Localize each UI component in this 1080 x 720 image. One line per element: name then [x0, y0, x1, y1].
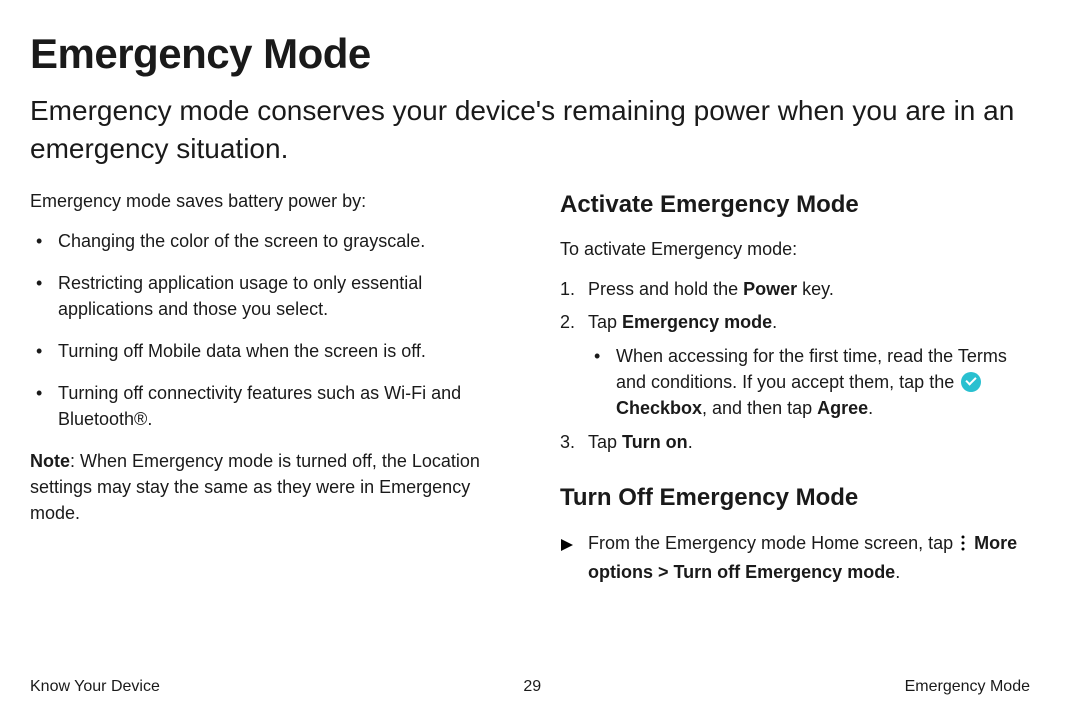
- step-text: .: [688, 432, 693, 452]
- page-footer: Know Your Device 29 Emergency Mode: [30, 678, 1030, 696]
- intro-text: Emergency mode conserves your device's r…: [30, 92, 1030, 168]
- sub-bold: Agree: [817, 398, 868, 418]
- step-2: Tap Emergency mode. When accessing for t…: [560, 309, 1030, 421]
- step-bold: Emergency mode: [622, 312, 772, 332]
- step-text: Press and hold the: [588, 279, 743, 299]
- activate-steps: Press and hold the Power key. Tap Emerge…: [560, 276, 1030, 455]
- activate-heading: Activate Emergency Mode: [560, 188, 1030, 223]
- list-item: Changing the color of the screen to gray…: [58, 228, 500, 254]
- sub-text: When accessing for the first time, read …: [616, 346, 1007, 392]
- step-bold: Power: [743, 279, 797, 299]
- sub-bold: Checkbox: [616, 398, 702, 418]
- turnoff-instruction: From the Emergency mode Home screen, tap…: [560, 530, 1030, 585]
- right-column: Activate Emergency Mode To activate Emer…: [560, 188, 1030, 585]
- columns: Emergency mode saves battery power by: C…: [30, 188, 1030, 585]
- activate-lead: To activate Emergency mode:: [560, 236, 1030, 262]
- list-item: Restricting application usage to only es…: [58, 270, 500, 322]
- checkbox-icon: [961, 372, 981, 392]
- left-column: Emergency mode saves battery power by: C…: [30, 188, 500, 585]
- play-arrow-icon: [560, 533, 574, 559]
- step-2-sublist: When accessing for the first time, read …: [588, 343, 1030, 421]
- page: Emergency Mode Emergency mode conserves …: [0, 0, 1080, 720]
- step-text: key.: [797, 279, 834, 299]
- turnoff-pre: From the Emergency mode Home screen, tap: [588, 533, 958, 553]
- sub-text: .: [868, 398, 873, 418]
- sub-item: When accessing for the first time, read …: [616, 343, 1030, 421]
- more-options-icon: [958, 533, 968, 559]
- battery-savings-list: Changing the color of the screen to gray…: [30, 228, 500, 433]
- list-item: Turning off Mobile data when the screen …: [58, 338, 500, 364]
- turnoff-post: .: [895, 562, 900, 582]
- step-1: Press and hold the Power key.: [560, 276, 1030, 302]
- list-item: Turning off connectivity features such a…: [58, 380, 500, 432]
- turnoff-body: From the Emergency mode Home screen, tap…: [588, 530, 1030, 585]
- note-body: : When Emergency mode is turned off, the…: [30, 451, 480, 523]
- footer-left: Know Your Device: [30, 678, 160, 696]
- turnoff-heading: Turn Off Emergency Mode: [560, 481, 1030, 516]
- footer-right: Emergency Mode: [905, 678, 1030, 696]
- step-bold: Turn on: [622, 432, 688, 452]
- note-label: Note: [30, 451, 70, 471]
- step-text: .: [772, 312, 777, 332]
- left-lead: Emergency mode saves battery power by:: [30, 188, 500, 214]
- note: Note: When Emergency mode is turned off,…: [30, 448, 500, 526]
- step-text: Tap: [588, 432, 622, 452]
- sub-text: , and then tap: [702, 398, 817, 418]
- step-text: Tap: [588, 312, 622, 332]
- step-3: Tap Turn on.: [560, 429, 1030, 455]
- page-title: Emergency Mode: [30, 30, 1030, 78]
- page-number: 29: [523, 678, 541, 696]
